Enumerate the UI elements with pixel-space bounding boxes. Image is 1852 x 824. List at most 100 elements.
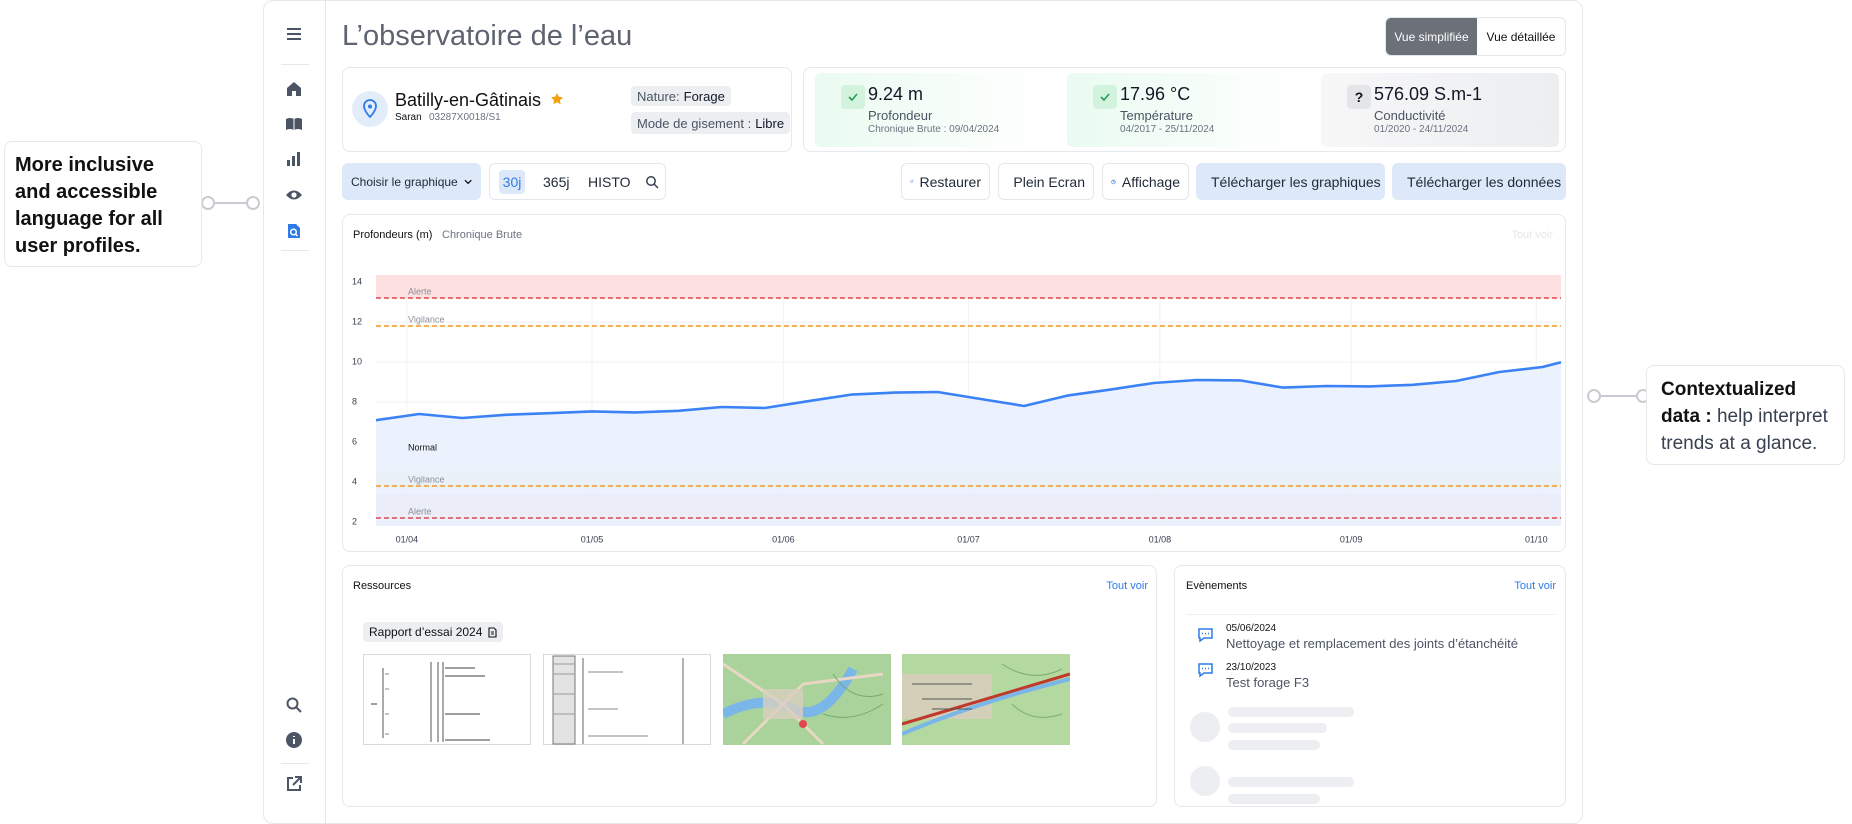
metric: 17.96 °C Température 04/2017 - 25/11/202… xyxy=(1067,73,1305,147)
area xyxy=(376,362,1561,526)
skeleton xyxy=(1228,777,1354,787)
metric-value: 17.96 °C xyxy=(1120,84,1191,104)
status-icon xyxy=(1093,85,1117,109)
period-button[interactable]: HISTO xyxy=(588,174,631,190)
callout-emphasis: Contextualized data : xyxy=(1661,379,1797,427)
metric-label: Profondeur xyxy=(868,108,933,123)
status-badge: ? xyxy=(1347,85,1371,109)
favorite-star[interactable] xyxy=(550,92,564,106)
x-tick-label: 01/10 xyxy=(1525,534,1548,544)
see-all-link[interactable]: Tout voir xyxy=(1514,580,1556,592)
x-tick-label: 01/04 xyxy=(396,534,419,544)
x-tick-label: 01/05 xyxy=(581,534,604,544)
eye-icon[interactable] xyxy=(285,186,303,204)
station-card xyxy=(342,67,792,152)
chooser-label: Choisir le graphique xyxy=(351,174,458,189)
period-group: 30j 365j HISTO xyxy=(489,163,666,200)
search-button[interactable] xyxy=(645,175,659,189)
chart: Profondeurs (m) Chronique Brute Tout voi… xyxy=(352,229,1562,544)
chip-label: Nature: xyxy=(637,88,680,104)
connector xyxy=(1587,389,1650,403)
sidebar-separator xyxy=(281,763,309,764)
period-button[interactable]: 365j xyxy=(543,174,570,190)
y-tick-label: 10 xyxy=(352,356,362,366)
station-name: Batilly-en-Gâtinais xyxy=(395,90,564,111)
view-toggle: Vue simplifiée Vue détaillée xyxy=(1385,17,1566,56)
action-label: Affichage xyxy=(1121,173,1180,190)
zone-label: Alerte xyxy=(408,506,432,516)
status-icon xyxy=(841,85,865,109)
metric: ? 576.09 S.m-1 Conductivité 01/2020 - 24… xyxy=(1321,73,1559,147)
map-thumbnail[interactable] xyxy=(723,654,891,745)
skeleton xyxy=(1228,723,1327,733)
resources-title: Ressources xyxy=(353,580,412,592)
chart-chooser[interactable]: Choisir le graphique xyxy=(342,163,481,200)
home-icon[interactable] xyxy=(285,80,303,98)
sidebar-separator xyxy=(281,64,309,65)
action-label: Plein Ecran xyxy=(1013,173,1085,190)
chart-subtitle: Chronique Brute xyxy=(442,229,522,241)
book-icon[interactable] xyxy=(285,115,303,133)
action-label: Restaurer xyxy=(919,173,981,190)
metric-label: Température xyxy=(1120,108,1193,123)
action-button[interactable]: Plein Ecran xyxy=(998,163,1094,200)
x-tick-label: 01/08 xyxy=(1149,534,1172,544)
search-doc-icon[interactable] xyxy=(285,222,303,240)
metric: 9.24 m Profondeur Chronique Brute : 09/0… xyxy=(815,73,1051,147)
event-icon xyxy=(1198,663,1213,678)
view-button[interactable]: Vue détaillée xyxy=(1486,29,1556,44)
event-text: Nettoyage et remplacement des joints d’é… xyxy=(1226,636,1518,651)
metric-label: Conductivité xyxy=(1374,108,1446,123)
info-icon[interactable] xyxy=(285,731,303,749)
station-commune: Saran xyxy=(395,112,422,123)
search-icon[interactable] xyxy=(285,696,303,714)
nature-chip: Nature: Forage xyxy=(631,86,731,106)
location-icon xyxy=(352,91,388,127)
document-chip[interactable]: Rapport d’essai 2024 xyxy=(363,622,504,642)
action-label: Télécharger les données xyxy=(1407,173,1562,190)
skeleton xyxy=(1228,740,1320,750)
skeleton xyxy=(1228,707,1354,717)
document-thumbnail[interactable] xyxy=(543,654,711,745)
see-all-link[interactable]: Tout voir xyxy=(1511,229,1553,241)
events-divider xyxy=(1186,614,1556,615)
external-icon[interactable] xyxy=(285,775,303,793)
y-tick-label: 8 xyxy=(352,396,357,406)
chip-value: Forage xyxy=(683,88,725,104)
connector xyxy=(201,196,260,210)
y-tick-label: 4 xyxy=(352,476,357,486)
y-tick-label: 2 xyxy=(352,516,357,526)
sidebar-divider xyxy=(325,1,326,823)
x-tick-label: 01/06 xyxy=(772,534,795,544)
callout-text: help interpret trends at a glance. xyxy=(1661,406,1828,454)
view-button[interactable]: Vue simplifiée xyxy=(1386,18,1477,55)
metric-detail: Chronique Brute : 09/04/2024 xyxy=(868,124,1000,135)
station-name-text: Batilly-en-Gâtinais xyxy=(395,90,542,110)
menu-icon[interactable] xyxy=(285,25,303,43)
zone-label: Vigilance xyxy=(408,474,444,484)
metric-value: 576.09 S.m-1 xyxy=(1374,84,1483,104)
metric-detail: 04/2017 - 25/11/2024 xyxy=(1120,124,1215,135)
page-title: L’observatoire de l’eau xyxy=(342,20,633,52)
action-button[interactable]: Affichage xyxy=(1102,163,1189,200)
see-all-link[interactable]: Tout voir xyxy=(1106,580,1148,592)
action-button[interactable]: Télécharger les données xyxy=(1392,163,1566,200)
event-icon xyxy=(1198,628,1213,643)
event-text: Test forage F3 xyxy=(1226,675,1310,690)
map-thumbnail[interactable] xyxy=(902,654,1070,745)
mode-chip: Mode de gisement : Libre xyxy=(631,112,791,134)
action-button[interactable]: Télécharger les graphiques xyxy=(1196,163,1385,200)
callout-left: More inclusive and accessible language f… xyxy=(4,141,202,267)
callout-right: Contextualized data : help interpret tre… xyxy=(1646,365,1845,465)
period-button[interactable]: 30j xyxy=(499,170,525,194)
x-tick-label: 01/09 xyxy=(1340,534,1363,544)
action-button[interactable]: Restaurer xyxy=(901,163,990,200)
line xyxy=(375,360,1562,422)
station-code: 03287X0018/S1 xyxy=(429,112,501,123)
metric-value: 9.24 m xyxy=(868,84,924,104)
action-label: Télécharger les graphiques xyxy=(1211,173,1381,190)
document-thumbnail[interactable] xyxy=(363,654,531,745)
sidebar-separator xyxy=(281,250,309,251)
chart-icon[interactable] xyxy=(285,150,303,168)
